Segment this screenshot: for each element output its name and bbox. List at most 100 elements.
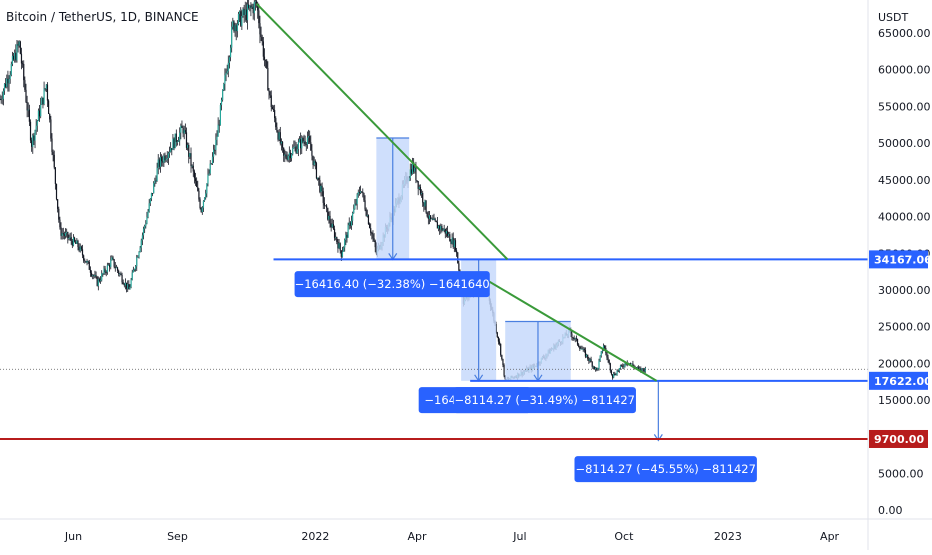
level-price-label: 9700.00 (874, 433, 924, 446)
candle-body (95, 275, 97, 277)
chart-title: Bitcoin / TetherUS, 1D, BINANCE (6, 10, 199, 24)
candle-body (149, 198, 151, 204)
level-price-label: 34167.06 (874, 253, 932, 266)
price-tick-label: 60000.00 (878, 64, 931, 77)
price-tick-label: 0.00 (878, 504, 903, 517)
candle-body (573, 337, 575, 340)
candle-body (454, 240, 457, 251)
candle-body (370, 228, 372, 233)
candle-body (411, 161, 414, 174)
candle-body (432, 218, 434, 220)
candle-body (99, 280, 102, 282)
candle-body (75, 241, 77, 244)
candle-body (584, 350, 587, 357)
candle-body (185, 132, 188, 148)
candle-body (14, 52, 16, 60)
candle-body (47, 100, 50, 115)
candle-body (96, 276, 98, 286)
candle-body (72, 237, 75, 246)
candle-body (215, 139, 217, 151)
candle-body (602, 345, 605, 351)
price-tick-label: 55000.00 (878, 100, 931, 113)
candle-body (128, 284, 130, 290)
candle-body (581, 348, 583, 350)
candle-body (10, 64, 12, 75)
candle-body (417, 181, 419, 189)
candle-body (615, 374, 617, 376)
candle-body (205, 193, 207, 198)
candle-body (250, 5, 252, 8)
candle-body (425, 200, 427, 213)
candle-body (616, 370, 618, 375)
candle-body (297, 142, 299, 150)
candle-body (233, 21, 235, 32)
candle-body (27, 109, 29, 111)
candle-body (227, 62, 229, 72)
time-axis[interactable]: Jun Sep 2022 Apr Jul Oct 2023 Apr (0, 518, 932, 543)
candle-body (298, 139, 301, 143)
time-tick-label: 2023 (714, 530, 742, 543)
candle-body (154, 180, 156, 184)
candle-body (371, 232, 373, 235)
candle-body (640, 368, 642, 371)
time-tick-label: 2022 (301, 530, 329, 543)
level-price-badge (869, 429, 928, 448)
level-price-label: 17622.00 (874, 375, 932, 388)
candle-body (415, 167, 417, 181)
candle-body (76, 240, 78, 244)
candle-body (610, 370, 613, 375)
candle-body (28, 109, 30, 122)
candle-body (591, 361, 593, 367)
candle-body (309, 136, 311, 143)
candle-body (67, 232, 69, 239)
candle-body (242, 8, 244, 16)
candle-body (6, 78, 8, 87)
candle-body (113, 259, 115, 267)
candle-body (183, 130, 185, 134)
candle-body (590, 359, 592, 362)
candle-body (263, 56, 266, 60)
candle-body (86, 261, 88, 263)
candle-body (119, 273, 121, 275)
candle-body (66, 232, 68, 234)
candle-body (279, 132, 281, 144)
candle-body (339, 243, 341, 251)
candle-body (69, 237, 71, 239)
candle-body (332, 223, 335, 229)
candle-body (116, 267, 119, 271)
candle-body (240, 11, 242, 26)
candle-body (62, 233, 64, 235)
candle-body (413, 161, 415, 172)
candle-body (329, 215, 331, 224)
candle-body (619, 365, 622, 369)
candle-body (19, 41, 21, 54)
candle-body (502, 358, 504, 366)
candle-body (579, 346, 581, 349)
candle-body (110, 260, 112, 268)
candle-body (574, 338, 576, 340)
candle-body (443, 228, 445, 230)
candle-body (49, 114, 51, 120)
candle-body (359, 191, 362, 193)
time-tick-label: Oct (614, 530, 634, 543)
candle-body (172, 138, 174, 150)
candle-body (105, 272, 107, 273)
candle-body (243, 8, 245, 16)
candle-body (0, 99, 2, 101)
candle-body (201, 207, 203, 212)
candle-body (319, 179, 321, 192)
candle-body (623, 366, 625, 368)
candle-body (428, 215, 431, 219)
candle-body (599, 355, 601, 361)
price-axis[interactable]: USDT 65000.00 60000.00 55000.00 50000.00 4500… (867, 0, 932, 550)
candle-body (114, 266, 116, 268)
candle-body (31, 140, 33, 147)
candle-body (141, 235, 144, 241)
candle-body (418, 186, 420, 189)
candle-body (225, 73, 227, 76)
candle-body (249, 5, 251, 8)
candle-body (104, 268, 106, 273)
candle-body (164, 155, 166, 161)
